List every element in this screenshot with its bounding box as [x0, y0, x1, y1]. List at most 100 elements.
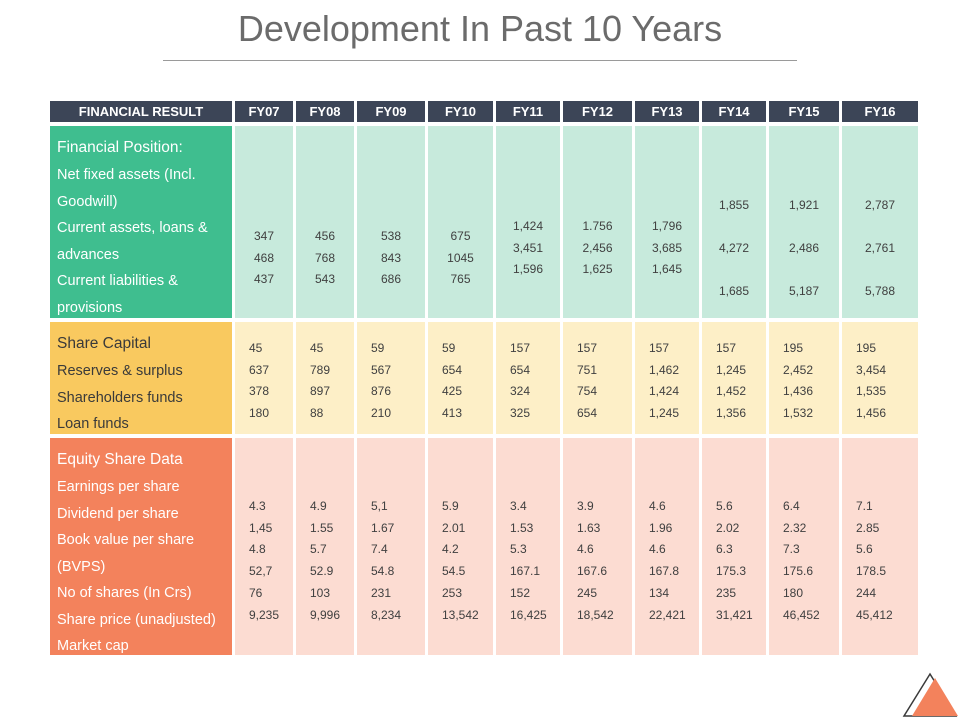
table-cell: 7.4 — [371, 542, 388, 556]
table-cell: 1,625 — [582, 262, 613, 276]
row-label: Current liabilities & — [57, 273, 178, 289]
share-capital-fy12: 157 751 754 654 — [563, 322, 632, 434]
table-cell: 54.8 — [371, 564, 395, 578]
financial-position-label: Financial Position: Net fixed assets (In… — [50, 126, 232, 318]
table-cell: 2,486 — [788, 241, 820, 255]
table-cell: 2,456 — [582, 241, 613, 255]
table-cell: 7.1 — [856, 499, 873, 513]
table-cell: 195 — [783, 341, 804, 355]
section-heading: Share Capital — [57, 335, 151, 352]
table-cell: 52,7 — [249, 564, 273, 578]
page-title: Development In Past 10 Years — [237, 8, 723, 49]
table-cell: 4.3 — [249, 499, 266, 513]
table-cell: 5.9 — [442, 499, 459, 513]
table-cell: 5,1 — [371, 499, 388, 513]
table-cell: 1.756 — [582, 219, 613, 233]
table-cell: 5,788 — [864, 284, 896, 298]
share-capital-fy11: 157 654 324 325 — [496, 322, 560, 434]
table-cell: 3,451 — [512, 241, 544, 255]
table-cell: 765 — [450, 272, 471, 286]
table-cell: 76 — [249, 586, 263, 600]
table-cell: 4.2 — [442, 542, 459, 556]
table-cell: 16,425 — [510, 608, 547, 622]
table-cell: 195 — [856, 341, 877, 355]
share-capital-fy08: 45 789 897 88 — [296, 322, 354, 434]
table-cell: 4.6 — [577, 542, 594, 556]
equity-share-data-fy07: 4.3 1,45 4.8 52,7 76 9,235 — [235, 438, 293, 655]
table-cell: 3,685 — [651, 241, 683, 255]
table-cell: 5.7 — [310, 542, 327, 556]
table-cell: 45 — [310, 341, 324, 355]
header-fy09: FY09 — [357, 101, 425, 122]
table-cell: 3.4 — [510, 499, 527, 513]
table-cell: 157 — [649, 341, 670, 355]
equity-share-data-fy09: 5,1 1.67 7.4 54.8 231 8,234 — [357, 438, 425, 655]
table-cell: 1,532 — [783, 406, 814, 420]
table-cell: 210 — [371, 406, 392, 420]
table-cell: 789 — [310, 363, 331, 377]
table-cell: 324 — [510, 384, 531, 398]
header-fy16: FY16 — [842, 101, 918, 122]
table-cell: 157 — [716, 341, 737, 355]
share-capital-fy15: 195 2,452 1,436 1,532 — [769, 322, 839, 434]
row-label: Shareholders funds — [57, 389, 183, 406]
row-label: Current assets, loans & — [57, 220, 208, 236]
table-cell: 6.4 — [783, 499, 800, 513]
table-cell: 567 — [371, 363, 392, 377]
table-cell: 45,412 — [856, 608, 893, 622]
table-cell: 1045 — [447, 251, 474, 265]
table-cell: 1,245 — [716, 363, 747, 377]
table-cell: 2.32 — [783, 521, 807, 535]
table-cell: 45 — [249, 341, 263, 355]
table-cell: 1,45 — [249, 521, 273, 535]
title-divider — [163, 60, 797, 61]
table-cell: 637 — [249, 363, 270, 377]
financial-position-fy11: 1,424 3,451 1,596 — [496, 126, 560, 318]
row-label: advances — [57, 246, 120, 263]
table-cell: 2,787 — [864, 198, 896, 212]
financial-position-fy12: 1.756 2,456 1,625 — [563, 126, 632, 318]
table-cell: 175.6 — [783, 564, 814, 578]
table-cell: 245 — [577, 586, 598, 600]
financial-position-fy15: 1,921 2,486 5,187 — [769, 126, 839, 318]
financial-position-fy09: 538 843 686 — [357, 126, 425, 318]
table-cell: 1,855 — [718, 198, 750, 212]
table-cell: 59 — [442, 341, 456, 355]
financial-table: FINANCIAL RESULT FY07 FY08 FY09 FY10 FY1… — [50, 101, 918, 655]
table-cell: 13,542 — [442, 608, 479, 622]
equity-share-data-fy13: 4.6 1.96 4.6 167.8 134 22,421 — [635, 438, 699, 655]
header-financial-result: FINANCIAL RESULT — [50, 101, 232, 122]
table-cell: 9,996 — [310, 608, 341, 622]
table-cell: 1,921 — [788, 198, 820, 212]
row-label: Dividend per share — [57, 505, 179, 522]
table-cell: 88 — [310, 406, 324, 420]
share-capital-fy14: 157 1,245 1,452 1,356 — [702, 322, 766, 434]
table-cell: 1,424 — [649, 384, 680, 398]
table-cell: 538 — [380, 229, 402, 243]
share-capital-fy10: 59 654 425 413 — [428, 322, 493, 434]
row-label: provisions — [57, 299, 123, 316]
row-label: Loan funds — [57, 416, 129, 432]
financial-position-fy16: 2,787 2,761 5,788 — [842, 126, 918, 318]
table-cell: 6.3 — [716, 542, 733, 556]
table-cell: 751 — [577, 363, 598, 377]
table-cell: 231 — [371, 586, 392, 600]
table-cell: 1,596 — [512, 262, 544, 276]
table-cell: 167.6 — [577, 564, 608, 578]
share-capital-fy07: 45 637 378 180 — [235, 322, 293, 434]
share-capital-fy16: 195 3,454 1,535 1,456 — [842, 322, 918, 434]
table-cell: 5.3 — [510, 542, 527, 556]
table-cell: 235 — [716, 586, 737, 600]
table-cell: 456 — [314, 229, 336, 243]
row-label: Goodwill) — [57, 193, 118, 210]
table-cell: 468 — [253, 251, 275, 265]
section-heading: Equity Share Data — [57, 451, 183, 468]
table-cell: 2.01 — [442, 521, 466, 535]
table-cell: 843 — [380, 251, 402, 265]
table-cell: 157 — [577, 341, 598, 355]
table-cell: 543 — [314, 272, 336, 286]
row-label: Reserves & surplus — [57, 363, 183, 379]
table-cell: 1.96 — [649, 521, 673, 535]
section-heading: Financial Position: — [57, 139, 183, 156]
financial-position-fy10: 675 1045 765 — [428, 126, 493, 318]
